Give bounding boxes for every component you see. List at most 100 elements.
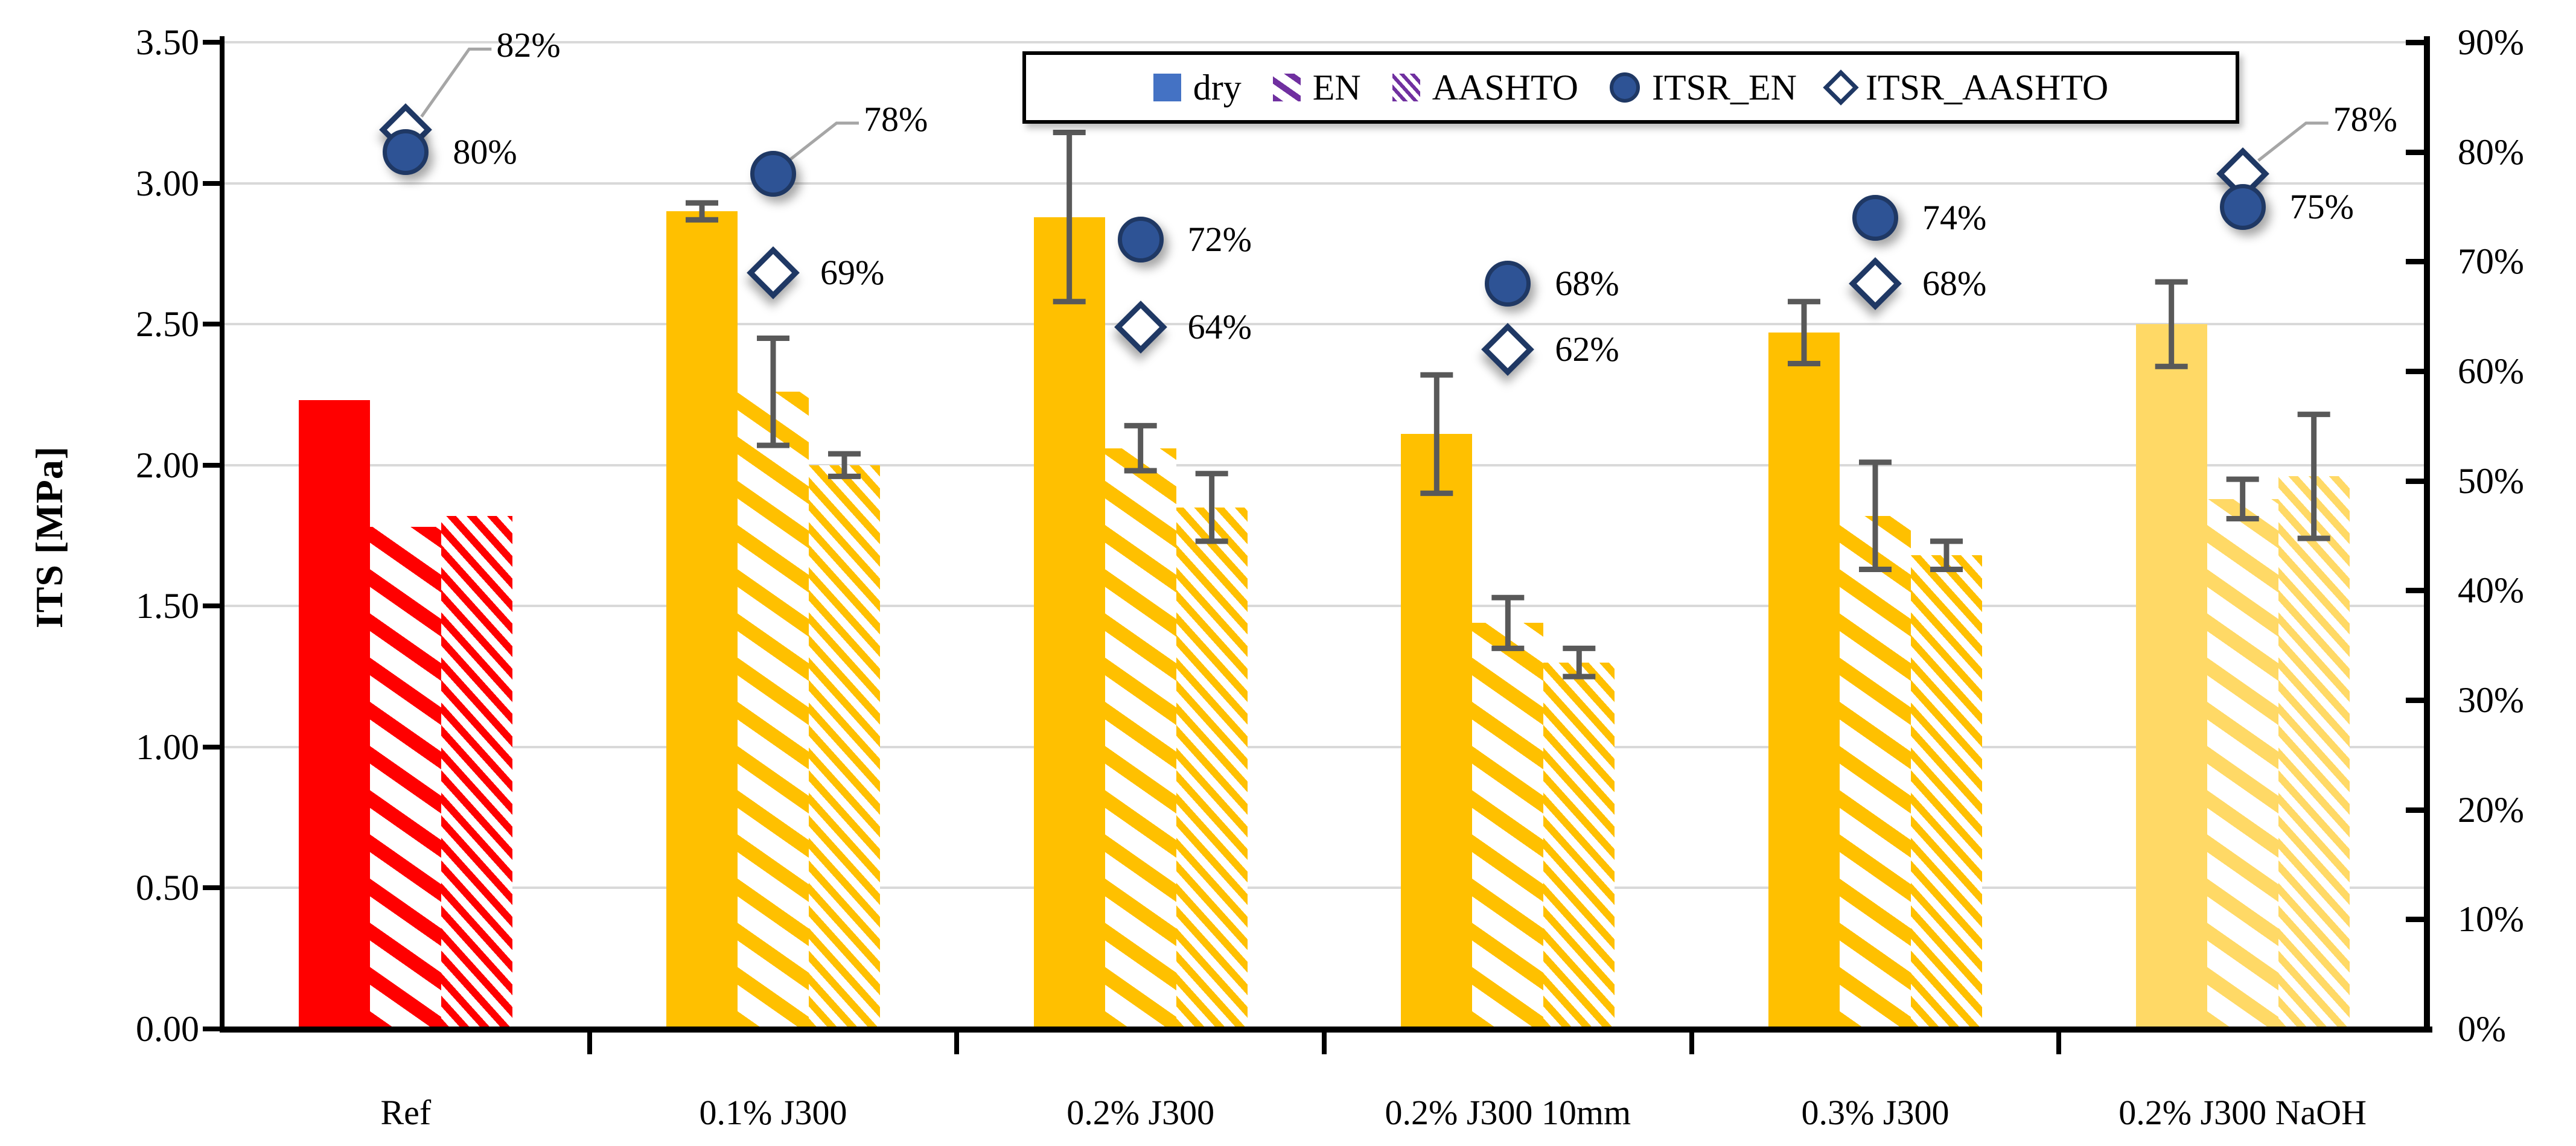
x-axis-category-label: Ref bbox=[380, 1093, 432, 1132]
y-axis-title: ITS [MPa] bbox=[28, 445, 71, 629]
bar-dry bbox=[1401, 434, 1473, 1029]
leader-line bbox=[2257, 121, 2329, 162]
legend-diamond-marker-icon bbox=[1823, 69, 1859, 106]
bar-en bbox=[1472, 623, 1544, 1029]
axis-tick-right bbox=[2406, 478, 2424, 484]
legend: dry EN AASHTO ITSR_EN ITSR_AASHTO bbox=[1022, 51, 2239, 124]
y-axis-left-tick-label: 0.00 bbox=[136, 1009, 199, 1049]
y-axis-right-tick-label: 30% bbox=[2458, 680, 2524, 720]
y-axis-left-tick-label: 2.00 bbox=[136, 445, 199, 485]
itsr-value-label: 64% bbox=[1187, 307, 1252, 347]
legend-label: ITSR_AASHTO bbox=[1865, 68, 2109, 107]
bar-dry bbox=[299, 400, 371, 1029]
bar-en bbox=[370, 527, 442, 1029]
y-axis-right-tick-label: 0% bbox=[2458, 1009, 2506, 1049]
marker-itsr-en bbox=[383, 129, 429, 175]
legend-item-itsr_en: ITSR_EN bbox=[1609, 68, 1797, 107]
bar-aashto bbox=[1911, 555, 1982, 1029]
axis-tick-right bbox=[2406, 588, 2424, 594]
axis-tick-left bbox=[203, 885, 222, 891]
y-axis-right-tick-label: 20% bbox=[2458, 789, 2524, 830]
bar-en bbox=[1105, 448, 1176, 1029]
legend-label: EN bbox=[1312, 68, 1361, 107]
x-axis-category-label: 0.2% J300 bbox=[1066, 1093, 1215, 1132]
bar-dry bbox=[2135, 324, 2207, 1029]
legend-item-dry: dry bbox=[1153, 69, 1242, 106]
itsr-value-label: 68% bbox=[1555, 263, 1619, 303]
axis-tick-right bbox=[2406, 1027, 2424, 1032]
itsr-value-label: 78% bbox=[864, 100, 928, 139]
axis-tick-right bbox=[2406, 369, 2424, 374]
itsr-value-label: 69% bbox=[820, 252, 885, 292]
axis-tick-left bbox=[203, 1027, 222, 1031]
bar-aashto bbox=[809, 465, 880, 1029]
y-axis-left-tick-label: 2.50 bbox=[136, 304, 199, 345]
axis-tick-left bbox=[203, 180, 222, 186]
axis-tick-bottom bbox=[587, 1029, 592, 1054]
axis-tick-bottom bbox=[1689, 1029, 1694, 1054]
axis-tick-right bbox=[2406, 917, 2424, 923]
itsr-value-label: 62% bbox=[1555, 329, 1619, 369]
legend-circle-marker-icon bbox=[1609, 72, 1640, 103]
bar-en bbox=[738, 392, 809, 1029]
axis-tick-bottom bbox=[2056, 1029, 2062, 1054]
itsr-value-label: 78% bbox=[2333, 100, 2397, 139]
y-axis-right-tick-label: 40% bbox=[2458, 570, 2524, 611]
bar-dry bbox=[1033, 217, 1105, 1029]
y-axis-right-line bbox=[2424, 36, 2430, 1033]
x-axis-category-label: 0.3% J300 bbox=[1801, 1093, 1950, 1132]
y-axis-right-tick-label: 10% bbox=[2458, 899, 2524, 940]
x-axis-category-label: 0.2% J300 NaOH bbox=[2119, 1093, 2367, 1132]
axis-tick-left bbox=[203, 322, 222, 327]
itsr-value-label: 68% bbox=[1922, 263, 1987, 303]
gridline bbox=[222, 745, 2426, 748]
y-axis-left-tick-label: 3.50 bbox=[136, 22, 199, 62]
legend-item-itsr_aashto: ITSR_AASHTO bbox=[1823, 68, 2109, 107]
axis-tick-bottom bbox=[954, 1029, 960, 1054]
legend-square-swatch-icon bbox=[1153, 74, 1181, 101]
y-axis-left-tick-label: 0.50 bbox=[136, 868, 199, 908]
y-axis-left-tick-label: 1.00 bbox=[136, 727, 199, 767]
itsr-value-label: 82% bbox=[496, 25, 561, 65]
y-axis-left-tick-label: 3.00 bbox=[136, 163, 199, 203]
leader-line bbox=[788, 121, 859, 162]
y-axis-right-tick-label: 90% bbox=[2458, 22, 2524, 62]
axis-tick-left bbox=[203, 40, 222, 45]
bar-dry bbox=[666, 211, 738, 1029]
bar-dry bbox=[1768, 333, 1840, 1029]
legend-label: AASHTO bbox=[1432, 68, 1578, 107]
gridline bbox=[222, 41, 2426, 43]
marker-itsr-en bbox=[1852, 194, 1898, 241]
itsr-value-label: 74% bbox=[1922, 197, 1987, 237]
gridline bbox=[222, 463, 2426, 466]
legend-item-aashto: AASHTO bbox=[1392, 69, 1578, 106]
x-axis-category-label: 0.2% J300 10mm bbox=[1385, 1093, 1631, 1132]
legend-label: ITSR_EN bbox=[1651, 68, 1797, 107]
bar-en bbox=[2207, 498, 2278, 1029]
gridline bbox=[222, 323, 2426, 326]
leader-line bbox=[420, 47, 492, 118]
x-axis-category-label: 0.1% J300 bbox=[699, 1093, 847, 1132]
y-axis-right-tick-label: 60% bbox=[2458, 351, 2524, 391]
legend-hatch-wide-swatch-icon bbox=[1272, 74, 1301, 101]
itsr-value-label: 75% bbox=[2289, 186, 2354, 226]
axis-tick-right bbox=[2406, 698, 2424, 703]
marker-itsr-en bbox=[2219, 183, 2266, 230]
gridline bbox=[222, 605, 2426, 608]
legend-label: dry bbox=[1193, 68, 1242, 107]
axis-tick-right bbox=[2406, 259, 2424, 265]
x-axis-line bbox=[222, 1027, 2432, 1033]
y-axis-left-tick-label: 1.50 bbox=[136, 586, 199, 626]
y-axis-right-tick-label: 50% bbox=[2458, 460, 2524, 501]
marker-itsr-en bbox=[1117, 217, 1164, 263]
gridline bbox=[222, 182, 2426, 185]
axis-tick-right bbox=[2406, 40, 2424, 45]
legend-item-en: EN bbox=[1272, 68, 1361, 107]
gridline bbox=[222, 887, 2426, 890]
y-axis-left-line bbox=[220, 36, 225, 1033]
axis-tick-left bbox=[203, 603, 222, 609]
axis-tick-bottom bbox=[1322, 1029, 1327, 1054]
itsr-value-label: 80% bbox=[453, 132, 517, 171]
marker-itsr-en bbox=[750, 151, 796, 197]
